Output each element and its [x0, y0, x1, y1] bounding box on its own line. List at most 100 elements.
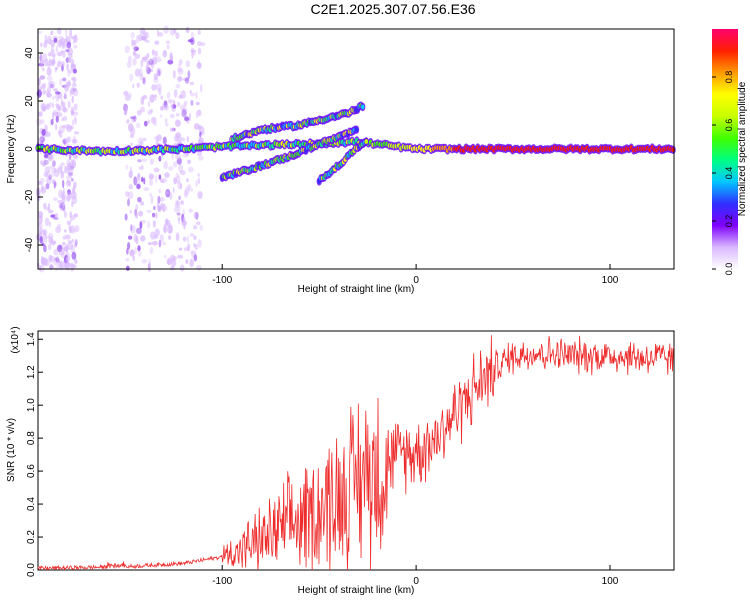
- spectrogram-noise-cell: [127, 235, 133, 240]
- spectrogram-noise-cell: [193, 235, 197, 241]
- spectrogram-noise-cell: [43, 42, 48, 48]
- spectrogram-noise-cell: [57, 51, 63, 57]
- spectrogram-noise-cell: [143, 187, 150, 191]
- spectrogram-noise-cell: [179, 264, 185, 272]
- spectrogram-noise-cell: [69, 89, 72, 97]
- spectrogram-noise-cell: [38, 78, 41, 81]
- spectrogram-noise-cell: [170, 257, 177, 267]
- spectrogram-noise-cell: [73, 45, 78, 49]
- spectrogram-noise-cell: [134, 53, 141, 59]
- colorbar-tick-label: 0.2: [724, 215, 734, 228]
- snr-series-line: [37, 335, 675, 571]
- spectrogram-noise-cell: [55, 91, 61, 95]
- spectrogram-noise-cell: [50, 30, 54, 36]
- spectrogram-noise-cell: [166, 258, 172, 266]
- spectrogram-noise-cell: [149, 174, 155, 180]
- colorbar-label: Normalized spectral amplitude: [737, 81, 748, 216]
- spectrogram-noise-cell: [62, 106, 67, 112]
- spectrogram-noise-cell: [173, 89, 178, 98]
- spectrogram-noise-cell: [156, 134, 162, 142]
- spectrogram-noise-cell: [190, 188, 194, 192]
- colorbar-tick-label: 0.0: [724, 263, 734, 276]
- colorbar: 0.0 0.2 0.4 0.6 0.8 Normalized spectral ampl…: [712, 29, 748, 275]
- spectrogram-noise-cell: [193, 243, 197, 248]
- spectrogram-ytick-label: 20: [24, 95, 35, 107]
- spectrogram-noise-cell: [43, 202, 46, 210]
- spectrogram-noise-cell: [167, 59, 174, 65]
- spectrogram-noise-cell: [70, 158, 74, 168]
- spectrogram-noise-cell: [36, 118, 42, 126]
- spectrogram-noise-cell: [145, 64, 148, 71]
- spectrogram-noise-cell: [65, 57, 70, 63]
- spectrogram-noise-cell: [132, 83, 135, 89]
- spectrogram-noise-cell: [68, 180, 71, 187]
- spectrogram-noise-cell: [143, 120, 148, 127]
- spectrogram-noise-cell: [49, 255, 56, 262]
- spectrogram-noise-cell: [169, 52, 173, 61]
- spectrogram-noise-cell: [72, 119, 75, 127]
- spectrogram-noise-cell: [49, 80, 56, 89]
- spectrogram-noise-cell: [158, 189, 162, 194]
- spectrogram-noise-cell: [130, 224, 133, 232]
- spectrogram-noise-cell: [151, 84, 157, 91]
- spectrogram-noise-cell: [126, 248, 129, 255]
- spectrogram-noise-cell: [164, 254, 167, 259]
- spectrogram-noise-cell: [68, 226, 72, 234]
- spectrogram-noise-cell: [41, 83, 45, 90]
- spectrogram-noise-cell: [70, 178, 74, 182]
- spectrogram-noise-cell: [50, 49, 56, 58]
- spectrogram-noise-cell: [175, 113, 180, 117]
- spectrogram-noise-cell: [61, 117, 65, 122]
- spectrogram-noise-cell: [147, 242, 152, 246]
- spectrogram-noise-cell: [59, 202, 66, 211]
- spectrogram-noise-cell: [182, 236, 187, 242]
- spectrogram-noise-cell: [126, 61, 132, 68]
- spectrogram-noise-cell: [181, 106, 188, 115]
- spectrogram-noise-cell: [193, 211, 199, 219]
- spectrogram-noise-cell: [152, 212, 156, 218]
- spectrogram-noise-cell: [178, 254, 184, 259]
- spectrogram-noise-cell: [54, 94, 60, 99]
- spectrogram-noise-cell: [47, 52, 52, 57]
- spectrogram-noise-cell: [62, 138, 66, 144]
- snr-ytick-label: 0.0: [26, 563, 37, 577]
- spectrogram-noise-cell: [166, 91, 171, 99]
- spectrogram-noise-cell: [190, 37, 195, 45]
- spectrogram-noise-cell: [56, 262, 62, 268]
- spectrogram-noise-cell: [142, 56, 148, 63]
- spectrogram-noise-cell: [147, 109, 152, 115]
- spectrogram-noise-cell: [71, 58, 75, 67]
- spectrogram-noise-cell: [57, 129, 62, 136]
- spectrogram-noise-cell: [70, 87, 75, 95]
- spectrogram-noise-cell: [49, 260, 53, 264]
- spectrogram-noise-cell: [165, 123, 169, 127]
- figure-title: C2E1.2025.307.07.56.E36: [310, 1, 475, 17]
- spectrogram-noise-cell: [196, 62, 202, 69]
- spectrogram-noise-cell: [165, 40, 170, 44]
- spectrogram-noise-cell: [178, 195, 181, 200]
- spectrogram-noise-cell: [135, 212, 138, 219]
- spectrogram-noise-cell: [42, 68, 45, 72]
- spectrogram-noise-cell: [180, 137, 186, 142]
- spectrogram-noise-cell: [149, 246, 154, 255]
- spectrogram-noise-cell: [166, 44, 170, 50]
- spectrogram-noise-cell: [152, 220, 156, 228]
- spectrogram-noise-cell: [179, 182, 183, 190]
- spectrogram-noise-cell: [62, 125, 65, 129]
- spectrogram-noise-cell: [142, 137, 147, 142]
- spectrogram-noise-cell: [176, 212, 181, 216]
- spectrogram-noise-cell: [72, 88, 79, 97]
- spectrogram-noise-cell: [62, 188, 66, 193]
- spectrogram-noise-cell: [153, 73, 158, 81]
- spectrogram-noise-cell: [167, 166, 174, 171]
- spectrogram-noise-cell: [139, 140, 144, 146]
- spectrogram-noise-cell: [57, 199, 63, 204]
- spectrogram-noise-cell: [55, 115, 59, 123]
- spectrogram-noise-cell: [65, 168, 71, 174]
- spectrogram-noise-cell: [56, 244, 63, 253]
- spectrogram-noise-cell: [67, 47, 74, 56]
- snr-ytick-label: 0.8: [26, 431, 37, 445]
- spectrogram-noise-cell: [44, 235, 48, 244]
- spectrogram-noise-cell: [48, 58, 52, 67]
